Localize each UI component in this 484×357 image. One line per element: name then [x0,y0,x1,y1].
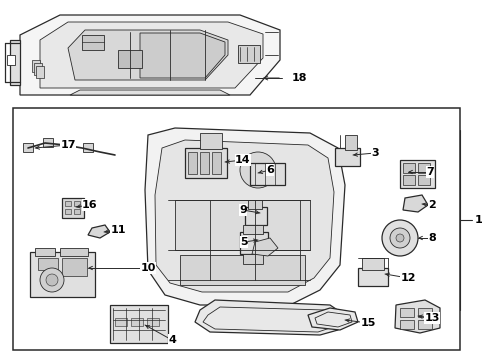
Bar [344,135,356,150]
Polygon shape [70,90,229,95]
Text: 2: 2 [427,200,435,210]
Bar [147,318,159,326]
Polygon shape [88,225,110,238]
Polygon shape [20,15,279,95]
Bar [62,198,84,218]
Bar [43,138,53,147]
Circle shape [46,274,58,286]
Bar [82,35,104,50]
Bar [212,152,221,174]
Bar [30,252,95,297]
Polygon shape [394,300,439,333]
Bar [115,318,127,326]
Circle shape [40,268,64,292]
Bar [180,255,304,285]
Bar [247,200,261,209]
Text: 16: 16 [82,200,98,210]
Bar [244,207,267,225]
Bar [38,258,58,270]
Bar [361,258,383,270]
Text: 10: 10 [140,263,155,273]
Circle shape [240,152,275,188]
Text: 12: 12 [399,273,415,283]
Text: 4: 4 [168,335,176,345]
Circle shape [381,220,417,256]
Polygon shape [140,33,225,78]
Bar [334,148,359,166]
Bar [74,201,80,206]
Bar [175,200,309,250]
Text: 11: 11 [110,225,125,235]
Bar [60,248,88,256]
Bar [35,248,55,256]
Bar [34,63,42,75]
Text: 3: 3 [370,148,378,158]
Text: 5: 5 [240,237,247,247]
Bar [417,308,431,317]
Bar [83,143,93,152]
Text: 18: 18 [291,73,307,83]
Text: 8: 8 [427,233,435,243]
Bar [188,152,197,174]
Bar [13,108,459,350]
Text: 9: 9 [239,205,246,215]
Bar [32,60,40,72]
Polygon shape [145,128,344,305]
Bar [63,140,73,149]
Polygon shape [40,22,262,88]
Bar [118,50,142,68]
Bar [417,163,429,173]
Bar [199,133,222,149]
Bar [402,163,414,173]
Polygon shape [155,140,333,292]
Bar [357,268,387,286]
Text: 15: 15 [360,318,375,328]
Polygon shape [307,308,357,330]
Bar [238,45,259,63]
Bar [399,160,434,188]
Bar [199,152,209,174]
Polygon shape [68,30,227,80]
Polygon shape [252,238,277,256]
Text: 13: 13 [424,313,439,323]
Bar [65,201,71,206]
Text: 1: 1 [474,215,482,225]
Bar [399,308,413,317]
Bar [402,175,414,185]
Bar [249,163,285,185]
Bar [74,209,80,214]
Bar [65,209,71,214]
Bar [62,258,87,276]
Bar [184,148,227,178]
Text: 7: 7 [425,167,433,177]
Polygon shape [402,195,427,212]
Bar [110,305,167,343]
Bar [242,254,262,264]
Bar [417,175,429,185]
Text: 17: 17 [60,140,76,150]
Text: 6: 6 [266,165,273,175]
Bar [36,66,44,78]
Bar [131,318,143,326]
Circle shape [395,234,403,242]
Text: 14: 14 [235,155,250,165]
Polygon shape [10,40,20,85]
Bar [240,232,268,254]
Bar [399,320,413,329]
Circle shape [389,228,409,248]
Bar [417,320,431,329]
Bar [23,143,33,152]
Bar [242,225,262,234]
Bar [7,55,15,65]
Polygon shape [195,300,344,335]
